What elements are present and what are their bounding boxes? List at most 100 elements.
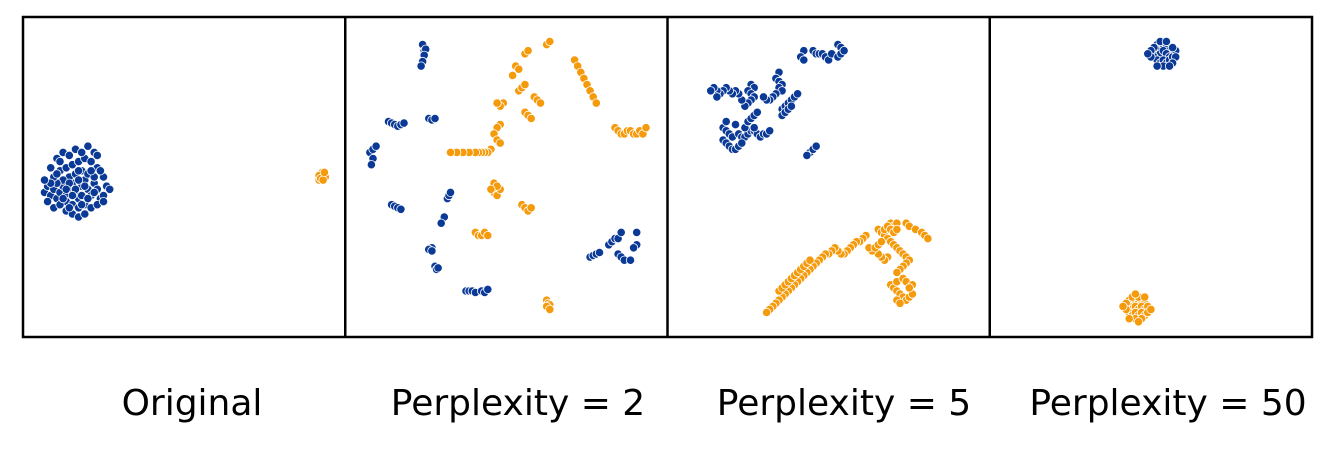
- scatter-point: [52, 169, 62, 179]
- scatter-point: [1130, 289, 1141, 299]
- scatter-point: [507, 70, 518, 81]
- scatter-point: [721, 117, 731, 127]
- scatter-point: [61, 184, 71, 194]
- series-1: [761, 218, 933, 318]
- scatter-point: [591, 98, 601, 108]
- scatter-point: [483, 230, 493, 241]
- scatter-point: [799, 55, 809, 65]
- scatter-point: [628, 243, 639, 253]
- scatter-point: [535, 98, 546, 108]
- panel-title-original: Original: [121, 383, 263, 424]
- scatter-point: [1168, 42, 1178, 53]
- scatter-point: [523, 46, 533, 56]
- scatter-point: [74, 166, 84, 176]
- scatter-point: [892, 224, 902, 234]
- scatter-point: [1118, 301, 1128, 311]
- scatter-point: [761, 307, 772, 318]
- scatter-point: [1124, 314, 1134, 324]
- scatter-point: [1143, 49, 1153, 59]
- series-1: [314, 167, 330, 185]
- scatter-point: [545, 36, 555, 47]
- scatter-point: [895, 298, 905, 308]
- scatter-point: [752, 107, 762, 117]
- scatter-point: [433, 263, 443, 273]
- scatter-point: [1140, 292, 1150, 302]
- scatter-point: [92, 150, 102, 160]
- scatter-point: [80, 209, 90, 219]
- scatter-point: [737, 138, 747, 148]
- scatter-point: [396, 204, 406, 214]
- scatter-point: [42, 197, 53, 207]
- scatter-point: [86, 157, 96, 167]
- scatter-point: [1164, 61, 1175, 71]
- scatter-point: [1146, 304, 1156, 314]
- scatter-point: [445, 187, 456, 197]
- panel-1-points: [365, 36, 651, 314]
- scatter-point: [98, 197, 109, 207]
- scatter-point: [792, 89, 803, 99]
- scatter-point: [520, 80, 530, 90]
- scatter-point: [641, 123, 651, 133]
- scatter-point: [616, 227, 626, 237]
- scatter-point: [892, 267, 902, 278]
- scatter-point: [46, 163, 56, 173]
- scatter-point: [923, 234, 933, 244]
- series-0: [1143, 36, 1181, 71]
- scatter-point: [64, 150, 74, 160]
- scatter-point: [839, 46, 849, 56]
- scatter-point: [95, 166, 106, 176]
- series-0: [39, 141, 115, 222]
- scatter-point: [526, 113, 536, 124]
- scatter-point: [371, 141, 381, 151]
- scatter-point: [805, 255, 815, 265]
- scatter-point: [811, 141, 821, 151]
- scatter-point: [495, 138, 505, 148]
- scatter-point: [802, 150, 812, 160]
- scatter-point: [318, 175, 328, 185]
- panel-title-perplexity-50: Perplexity = 50: [1029, 383, 1307, 424]
- scatter-point: [749, 123, 759, 133]
- scatter-point: [625, 255, 636, 265]
- scatter-point: [786, 101, 797, 111]
- scatter-point: [430, 113, 440, 124]
- scatter-point: [105, 184, 115, 194]
- panel-0-points: [39, 141, 330, 222]
- scatter-point: [765, 126, 775, 136]
- scatter-point: [1161, 36, 1172, 47]
- scatter-point: [1133, 317, 1144, 327]
- scatter-point: [545, 304, 555, 314]
- scatter-point: [486, 184, 496, 194]
- series-1: [445, 36, 651, 314]
- scatter-point: [83, 194, 93, 204]
- scatter-point: [74, 175, 84, 185]
- scatter-point: [594, 247, 605, 258]
- scatter-point: [758, 92, 769, 102]
- scatter-point: [366, 160, 376, 170]
- scatter-point: [445, 147, 456, 157]
- scatter-point: [876, 237, 887, 247]
- scatter-point: [58, 194, 68, 204]
- scatter-point: [77, 147, 87, 157]
- series-1: [1118, 289, 1156, 327]
- scatter-point: [64, 203, 74, 213]
- scatter-point: [904, 283, 914, 293]
- scatter-point: [39, 175, 50, 185]
- scatter-point: [730, 120, 741, 130]
- scatter-point: [86, 166, 96, 176]
- scatter-point: [67, 190, 78, 201]
- scatter-point: [83, 141, 93, 151]
- series-0: [365, 39, 642, 298]
- scatter-point: [712, 92, 722, 102]
- panel-title-perplexity-5: Perplexity = 5: [716, 383, 972, 424]
- scatter-point: [526, 203, 536, 213]
- scatter-point: [319, 167, 329, 177]
- scatter-point: [80, 181, 90, 191]
- scatter-point: [416, 61, 426, 71]
- scatter-point: [492, 98, 502, 108]
- series-0: [706, 39, 849, 160]
- scatter-point: [399, 118, 409, 128]
- scatter-point: [77, 200, 87, 210]
- panel-3-points: [1118, 36, 1181, 327]
- panel-title-perplexity-2: Perplexity = 2: [390, 383, 646, 424]
